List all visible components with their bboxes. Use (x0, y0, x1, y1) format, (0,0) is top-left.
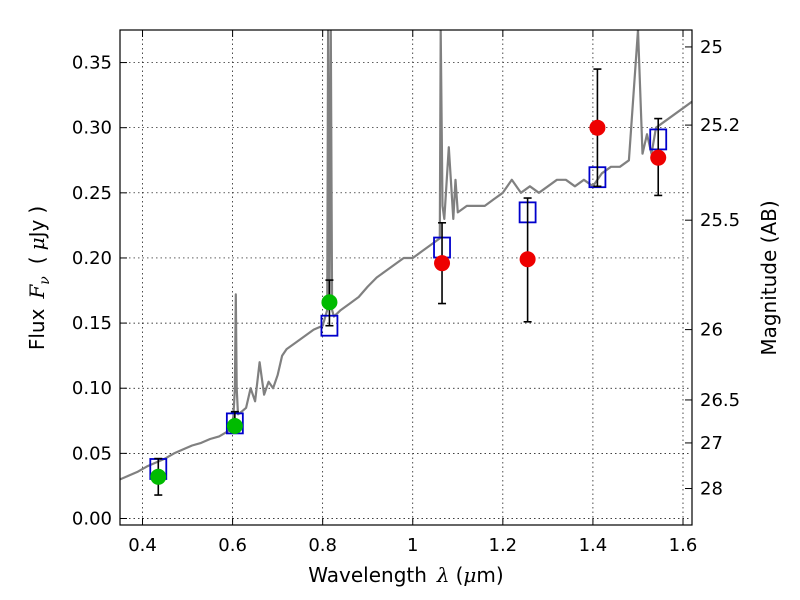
observed-point (226, 418, 243, 434)
x-axis-label-unit-open: ( (456, 563, 464, 587)
right-tick-label: 26 (700, 320, 723, 341)
right-tick-label: 26.5 (700, 390, 740, 411)
right-tick-label: 25.2 (700, 115, 740, 136)
y-axis-label-unit-close: ) (25, 206, 49, 214)
y-tick-label: 0.10 (72, 378, 112, 399)
spectrum-line (120, 30, 692, 481)
right-tick-label: 25.5 (700, 210, 740, 231)
tick-labels: 0.4 0.6 0.8 1 1.2 1.4 1.6 0.00 0.05 0.10 0.15 0.20 0… (72, 37, 740, 556)
observed-point (150, 468, 167, 485)
y-axis-label-unit-open: ( (25, 256, 49, 264)
y-tick-label: 0.30 (72, 118, 112, 139)
y-axis-label-unit-mu: μ (25, 237, 49, 250)
y-axis-label-symbol: F (25, 284, 49, 300)
y-axis-label: Flux Fν ( μJy) (25, 206, 53, 350)
observed-point (650, 149, 667, 166)
y-axis-label-subscript: ν (37, 276, 53, 285)
y-tick-label: 0.35 (72, 53, 112, 74)
y-axis-label-text: Flux (25, 308, 49, 350)
observed-point (519, 251, 536, 268)
observed-point (321, 294, 338, 311)
y-tick-label: 0.15 (72, 313, 112, 334)
x-axis-label-symbol: λ (436, 563, 450, 587)
plot-area (120, 30, 692, 496)
x-tick-label: 0.4 (128, 535, 157, 556)
x-tick-label: 1.6 (669, 535, 698, 556)
y-tick-label: 0.25 (72, 183, 112, 204)
y-tick-label: 0.20 (72, 248, 112, 269)
y-tick-label: 0.05 (72, 443, 112, 464)
series-layer (120, 30, 692, 496)
x-axis-label: Wavelength λ (μm) (308, 563, 503, 587)
right-tick-label: 28 (700, 479, 723, 500)
grid-lines (120, 30, 692, 525)
right-tick-label: 25 (700, 37, 723, 58)
x-tick-label: 0.6 (218, 535, 247, 556)
right-tick-label: 27 (700, 433, 723, 454)
x-tick-label: 1.4 (579, 535, 608, 556)
observed-point (434, 255, 451, 272)
plot-frame (119, 29, 693, 526)
x-axis-label-unit-rest: m) (476, 563, 503, 587)
y-tick-label: 0.00 (72, 508, 112, 529)
x-axis-label-text: Wavelength (308, 563, 427, 587)
observed-point (589, 119, 606, 136)
x-tick-label: 1 (407, 535, 418, 556)
x-tick-label: 1.2 (489, 535, 518, 556)
x-axis-label-unit-mu: μ (463, 563, 476, 587)
right-axis-label: Magnitude (AB) (757, 200, 781, 355)
x-tick-label: 0.8 (308, 535, 337, 556)
tick-marks (120, 30, 692, 525)
y-axis-label-unit-rest: Jy (25, 219, 49, 239)
